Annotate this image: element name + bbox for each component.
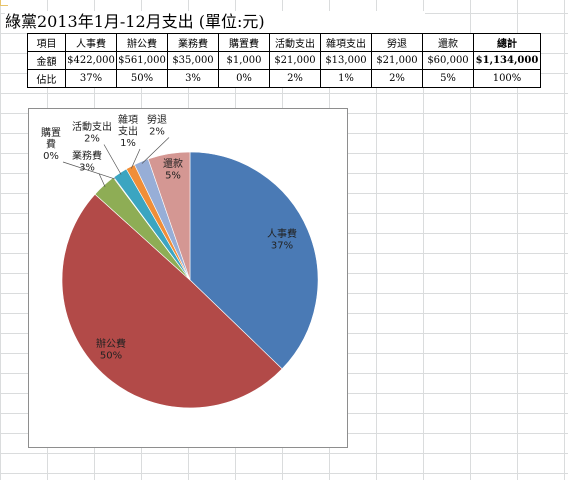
table-cell[interactable]: $35,000 (167, 51, 219, 70)
table-cell[interactable]: 1% (320, 69, 372, 88)
table-cell[interactable]: $561,000 (116, 51, 168, 70)
table-cell[interactable]: 業務費 (167, 33, 219, 52)
pie-slice[interactable] (189, 151, 319, 370)
table-row-amounts: 金額 $422,000 $561,000 $35,000 $1,000 $21,… (27, 51, 541, 70)
table-cell[interactable]: 購置費 (218, 33, 270, 52)
table-cell[interactable]: $422,000 (65, 51, 117, 70)
table-cell[interactable]: 0% (218, 69, 270, 88)
pie-slice[interactable] (61, 193, 283, 409)
table-cell[interactable]: $21,000 (371, 51, 423, 70)
table-cell[interactable]: 人事費 (65, 33, 117, 52)
table-cell[interactable]: $1,000 (218, 51, 270, 70)
pie-chart[interactable]: 人事費 37% 辦公費 50% 業務費 3% 購置費 0% 活動支出 2% 雜項支出 1% 勞退 2% 還款… (28, 108, 348, 448)
leader-line (130, 148, 141, 169)
table-cell[interactable]: 2% (371, 69, 423, 88)
leader-line (103, 144, 122, 175)
leader-line (141, 137, 170, 164)
table-row-shares: 佔比 37% 50% 3% 0% 2% 1% 2% 5% 100% (27, 69, 541, 88)
table-cell[interactable]: 金額 (27, 51, 66, 70)
table-cell[interactable]: $60,000 (422, 51, 474, 70)
table-cell[interactable]: 佔比 (27, 69, 66, 88)
table-cell[interactable]: 100% (473, 69, 541, 88)
data-label[interactable]: 辦公費 50% (96, 337, 126, 362)
expense-table: 項目 人事費 辦公費 業務費 購置費 活動支出 雜項支出 勞退 還款 總計 金額… (27, 33, 541, 88)
table-cell[interactable]: 總計 (473, 33, 541, 52)
data-label[interactable]: 還款 5% (163, 157, 183, 182)
table-header-row: 項目 人事費 辦公費 業務費 購置費 活動支出 雜項支出 勞退 還款 總計 (27, 33, 541, 52)
table-cell[interactable]: 勞退 (371, 33, 423, 52)
data-label[interactable]: 勞退 2% (147, 113, 167, 138)
pie-slice[interactable] (147, 151, 191, 281)
table-cell[interactable]: 項目 (27, 33, 66, 52)
leader-line (62, 161, 115, 180)
table-cell[interactable]: 3% (167, 69, 219, 88)
data-label[interactable]: 購置費 0% (41, 126, 61, 162)
data-label[interactable]: 業務費 3% (72, 149, 102, 174)
leader-line (98, 173, 106, 188)
sheet-title[interactable]: 綠黨2013年1月-12月支出 (單位:元) (5, 11, 425, 33)
table-cell[interactable]: 雜項支出 (320, 33, 372, 52)
table-cell[interactable]: $1,134,000 (473, 51, 541, 70)
table-cell[interactable]: $21,000 (269, 51, 321, 70)
data-label[interactable]: 雜項支出 1% (118, 113, 138, 149)
table-cell[interactable]: 5% (422, 69, 474, 88)
data-label[interactable]: 活動支出 2% (72, 120, 112, 145)
table-cell[interactable]: 37% (65, 69, 117, 88)
data-label[interactable]: 人事費 37% (267, 227, 297, 252)
table-cell[interactable]: 2% (269, 69, 321, 88)
table-cell[interactable]: 活動支出 (269, 33, 321, 52)
table-cell[interactable]: 辦公費 (116, 33, 168, 52)
table-cell[interactable]: 還款 (422, 33, 474, 52)
table-cell[interactable]: $13,000 (320, 51, 372, 70)
table-cell[interactable]: 50% (116, 69, 168, 88)
pie-chart-canvas: 人事費 37% 辦公費 50% 業務費 3% 購置費 0% 活動支出 2% 雜項支出 1% 勞退 2% 還款… (41, 113, 319, 409)
cell-comment-marker (0, 0, 8, 6)
